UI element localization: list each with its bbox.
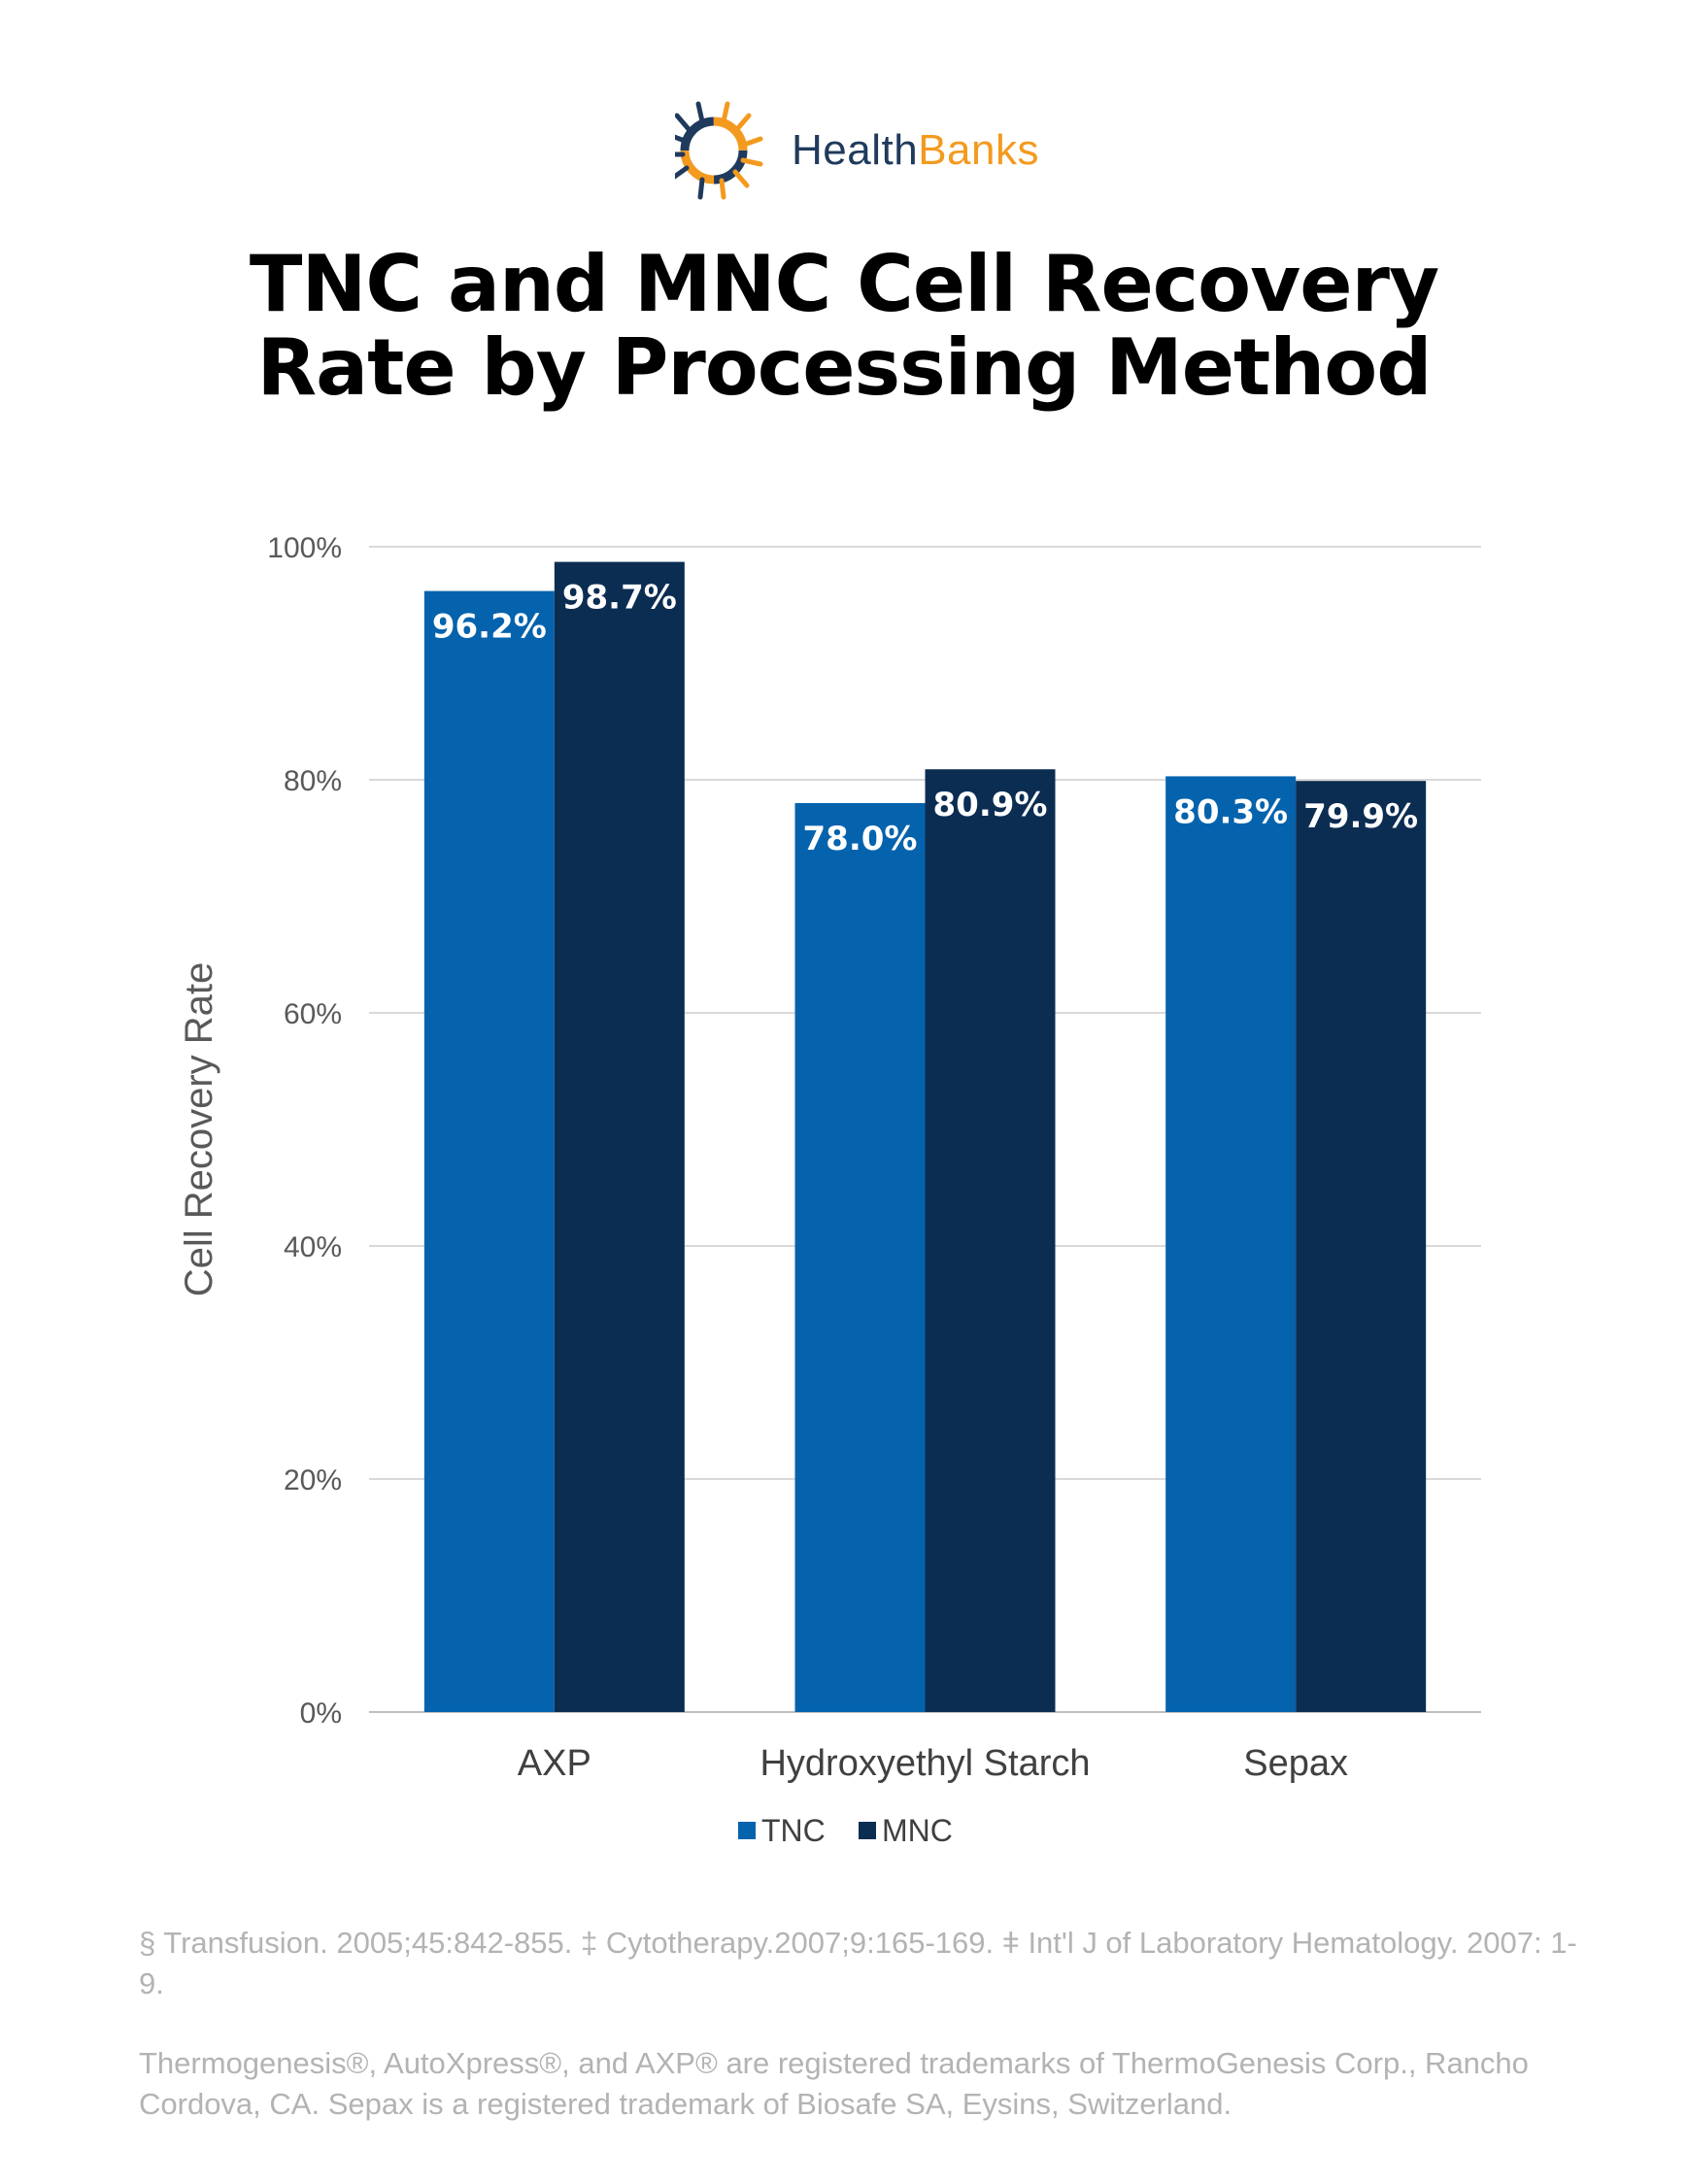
legend-label: MNC — [882, 1813, 953, 1848]
title-line-1: TNC and MNC Cell Recovery — [249, 239, 1439, 329]
y-tick-label: 80% — [284, 765, 342, 797]
footnote-citations: § Transfusion. 2005;45:842-855. ‡ Cytoth… — [139, 1926, 1577, 2000]
x-tick-label: AXP — [518, 1743, 591, 1784]
legend-swatch-mnc — [859, 1822, 876, 1839]
y-tick-label: 100% — [267, 532, 342, 564]
legend-swatch-tnc — [738, 1822, 756, 1839]
bar-tnc — [794, 803, 926, 1712]
y-axis-label: Cell Recovery Rate — [178, 962, 220, 1297]
data-label: 80.3% — [1173, 792, 1288, 831]
data-label: 98.7% — [562, 579, 677, 618]
healthbanks-logo-icon — [675, 101, 763, 200]
data-label: 80.9% — [933, 786, 1048, 824]
x-tick-label: Sepax — [1243, 1743, 1348, 1784]
y-tick-label: 0% — [300, 1697, 342, 1730]
footnotes: § Transfusion. 2005;45:842-855. ‡ Cytoth… — [139, 1923, 1596, 2164]
page-title: TNC and MNC Cell Recovery Rate by Proces… — [0, 243, 1688, 410]
y-tick-label: 20% — [284, 1464, 342, 1496]
bar-mnc — [1296, 781, 1427, 1712]
brand-name-part2: Banks — [918, 126, 1039, 174]
brand-name-part1: Health — [792, 126, 919, 174]
data-label: 78.0% — [803, 820, 918, 858]
footnote-trademarks: Thermogenesis®, AutoXpress®, and AXP® ar… — [139, 2046, 1529, 2121]
bar-mnc — [554, 561, 685, 1712]
brand-name: HealthBanks — [792, 126, 1039, 175]
bar-tnc — [1165, 776, 1297, 1712]
data-label: 79.9% — [1303, 797, 1418, 836]
bar-chart: 0% 20% 40% 60% 80% 100% Cell Recovery Rate 96.2… — [178, 532, 1481, 1848]
bar-mnc — [925, 769, 1056, 1712]
x-tick-label: Hydroxyethyl Starch — [760, 1743, 1090, 1784]
legend-label: TNC — [761, 1813, 826, 1848]
title-line-2: Rate by Processing Method — [256, 322, 1433, 413]
data-label: 96.2% — [432, 608, 547, 647]
bar-tnc — [423, 590, 555, 1712]
y-tick-label: 40% — [284, 1231, 342, 1263]
y-tick-label: 60% — [284, 998, 342, 1030]
